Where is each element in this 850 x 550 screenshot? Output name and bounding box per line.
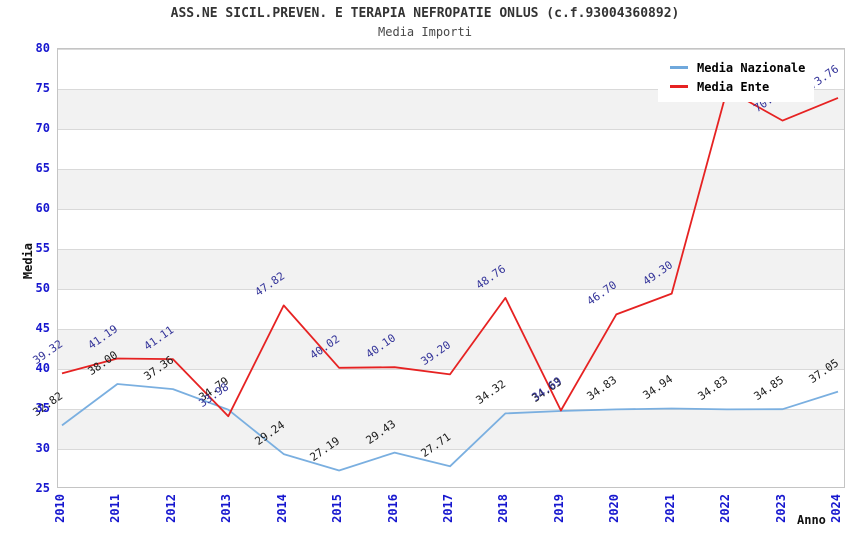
series-line (61, 88, 839, 418)
legend-swatch-icon (670, 85, 688, 88)
y-tick: 45 (35, 321, 50, 335)
x-tick: 2020 (607, 494, 622, 523)
y-tick: 65 (35, 161, 50, 175)
x-axis-title: Anno (797, 513, 826, 527)
y-tick: 75 (35, 81, 50, 95)
legend-item: Media Nazionale (670, 58, 814, 77)
x-tick: 2015 (330, 494, 345, 523)
y-tick: 30 (35, 441, 50, 455)
legend-item: Media Ente (670, 77, 814, 96)
series-line (61, 383, 839, 472)
chart-subtitle: Media Importi (378, 25, 472, 39)
y-tick: 40 (35, 361, 50, 375)
x-tick: 2016 (385, 494, 400, 523)
x-tick: 2018 (496, 494, 511, 523)
series-lines (61, 88, 839, 472)
x-tick: 2019 (551, 494, 566, 523)
x-tick: 2022 (718, 494, 733, 523)
x-tick: 2011 (108, 494, 123, 523)
y-tick: 80 (35, 41, 50, 55)
x-tick: 2014 (274, 494, 289, 523)
plot-area (57, 48, 845, 488)
y-tick: 25 (35, 481, 50, 495)
x-tick: 2010 (53, 494, 67, 523)
y-tick: 70 (35, 121, 50, 135)
x-tick: 2021 (662, 494, 677, 523)
chart-title: ASS.NE SICIL.PREVEN. E TERAPIA NEFROPATI… (170, 6, 680, 21)
y-tick: 55 (35, 241, 50, 255)
legend-label: Media Ente (697, 79, 770, 94)
x-tick: 2013 (219, 494, 234, 523)
legend-label: Media Nazionale (697, 60, 806, 75)
legend: Media Nazionale Media Ente (658, 50, 814, 102)
legend-swatch-icon (670, 66, 688, 69)
x-tick: 2017 (441, 494, 455, 523)
y-tick: 60 (35, 201, 50, 215)
x-tick: 2023 (773, 494, 788, 523)
x-tick: 2024 (829, 494, 843, 523)
y-tick: 50 (35, 281, 50, 295)
x-tick: 2012 (163, 494, 178, 523)
y-tick: 35 (35, 401, 50, 415)
